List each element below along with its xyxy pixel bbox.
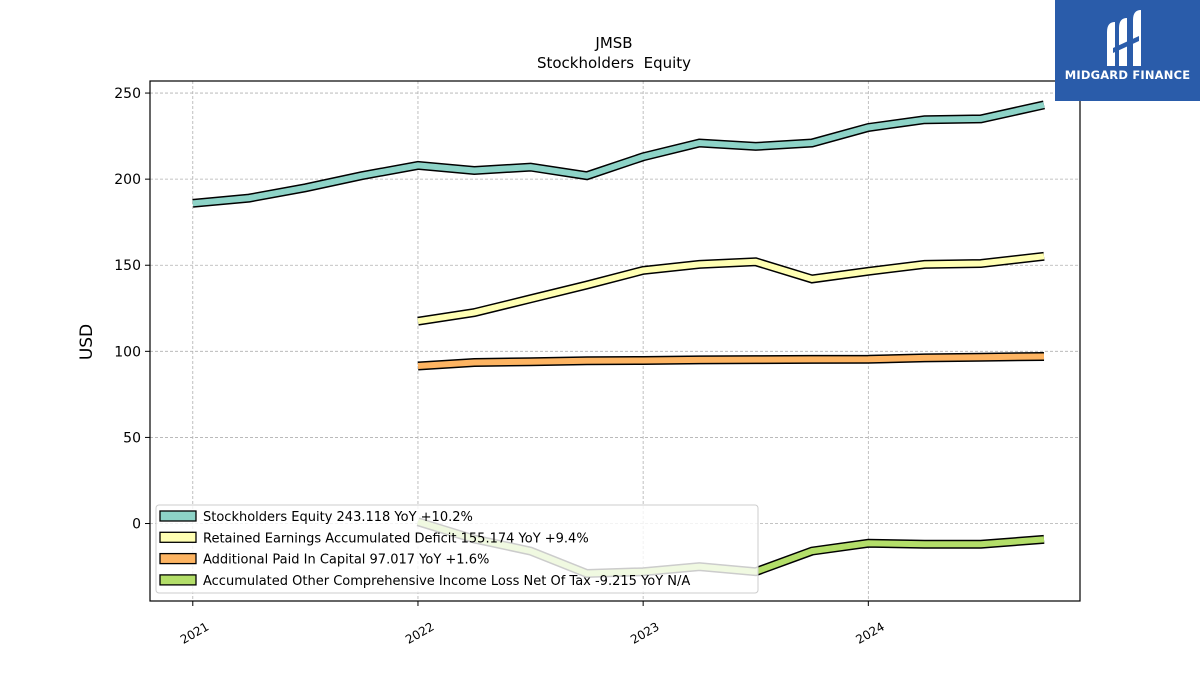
x-tick-label: 2024 [853, 619, 886, 646]
legend-swatch [159, 574, 197, 586]
x-tick-label: 2022 [403, 619, 436, 646]
y-tick-label: 0 [132, 517, 141, 533]
chart-title: JMSB [594, 34, 632, 52]
y-tick-label: 150 [114, 258, 141, 274]
y-axis-label: USD [77, 324, 97, 360]
watermark-text: MIDGARD FINANCE [1064, 68, 1191, 82]
legend-swatch [159, 531, 197, 543]
midgard-finance-logo: MIDGARD FINANCE [1055, 0, 1200, 101]
legend-label: Accumulated Other Comprehensive Income L… [203, 574, 690, 589]
series-line-retained-earnings-accumulated-deficit [417, 253, 1045, 325]
midgard-logo-icon [1107, 10, 1141, 66]
x-tick-label: 2023 [628, 619, 661, 646]
plot-frame [149, 80, 1081, 602]
legend-swatch [159, 552, 197, 565]
legend-label: Additional Paid In Capital 97.017 YoY +1… [203, 553, 489, 568]
legend-swatch [159, 510, 197, 522]
legend-box [155, 504, 759, 594]
x-tick-label: 2021 [178, 619, 211, 646]
y-tick-label: 250 [114, 86, 141, 102]
y-tick-label: 100 [114, 344, 141, 360]
chart-subtitle: Stockholders Equity [537, 54, 691, 72]
series-line-additional-paid-in-capital [417, 353, 1045, 369]
legend-label: Retained Earnings Accumulated Deficit 15… [203, 531, 589, 546]
y-tick-label: 200 [114, 172, 141, 188]
legend: Stockholders Equity 243.118 YoY +10.2% Re… [155, 504, 759, 594]
series-line-stockholders-equity [192, 101, 1045, 207]
legend-label: Stockholders Equity 243.118 YoY +10.2% [203, 510, 473, 525]
y-tick-label: 50 [123, 430, 141, 446]
